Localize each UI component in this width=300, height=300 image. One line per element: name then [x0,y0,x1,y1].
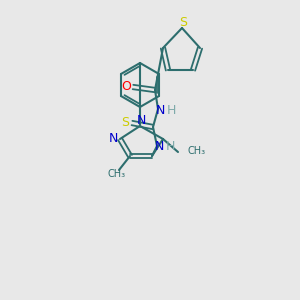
Text: CH₃: CH₃ [188,146,206,156]
Text: S: S [179,16,187,28]
Text: N: N [155,103,165,116]
Text: N: N [154,140,164,152]
Text: N: N [136,113,146,127]
Text: H: H [165,140,175,152]
Text: N: N [108,133,118,146]
Text: H: H [166,103,176,116]
Text: O: O [121,80,131,94]
Text: S: S [121,116,129,128]
Text: CH₃: CH₃ [108,169,126,179]
